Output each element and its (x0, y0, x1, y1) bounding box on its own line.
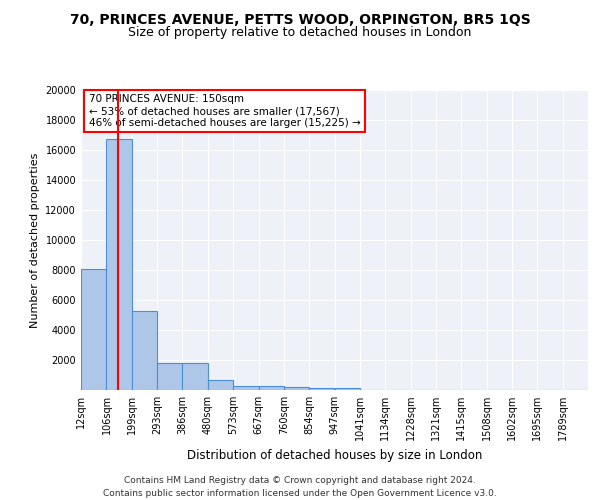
Bar (309, 388, 335, 390)
Bar (259, 386, 284, 390)
Text: 70 PRINCES AVENUE: 150sqm
← 53% of detached houses are smaller (17,567)
46% of s: 70 PRINCES AVENUE: 150sqm ← 53% of detac… (89, 94, 361, 128)
X-axis label: Distribution of detached houses by size in London: Distribution of detached houses by size … (187, 448, 482, 462)
Bar (157, 363, 182, 390)
Text: Size of property relative to detached houses in London: Size of property relative to detached ho… (128, 26, 472, 39)
Bar (182, 363, 208, 390)
Text: Contains HM Land Registry data © Crown copyright and database right 2024.
Contai: Contains HM Land Registry data © Crown c… (103, 476, 497, 498)
Bar (132, 310, 157, 390)
Bar (284, 387, 309, 390)
Bar (81, 268, 106, 390)
Bar (208, 380, 233, 390)
Bar (335, 388, 360, 390)
Text: 70, PRINCES AVENUE, PETTS WOOD, ORPINGTON, BR5 1QS: 70, PRINCES AVENUE, PETTS WOOD, ORPINGTO… (70, 12, 530, 26)
Bar (233, 386, 259, 390)
Bar (106, 140, 132, 390)
Y-axis label: Number of detached properties: Number of detached properties (30, 152, 40, 328)
